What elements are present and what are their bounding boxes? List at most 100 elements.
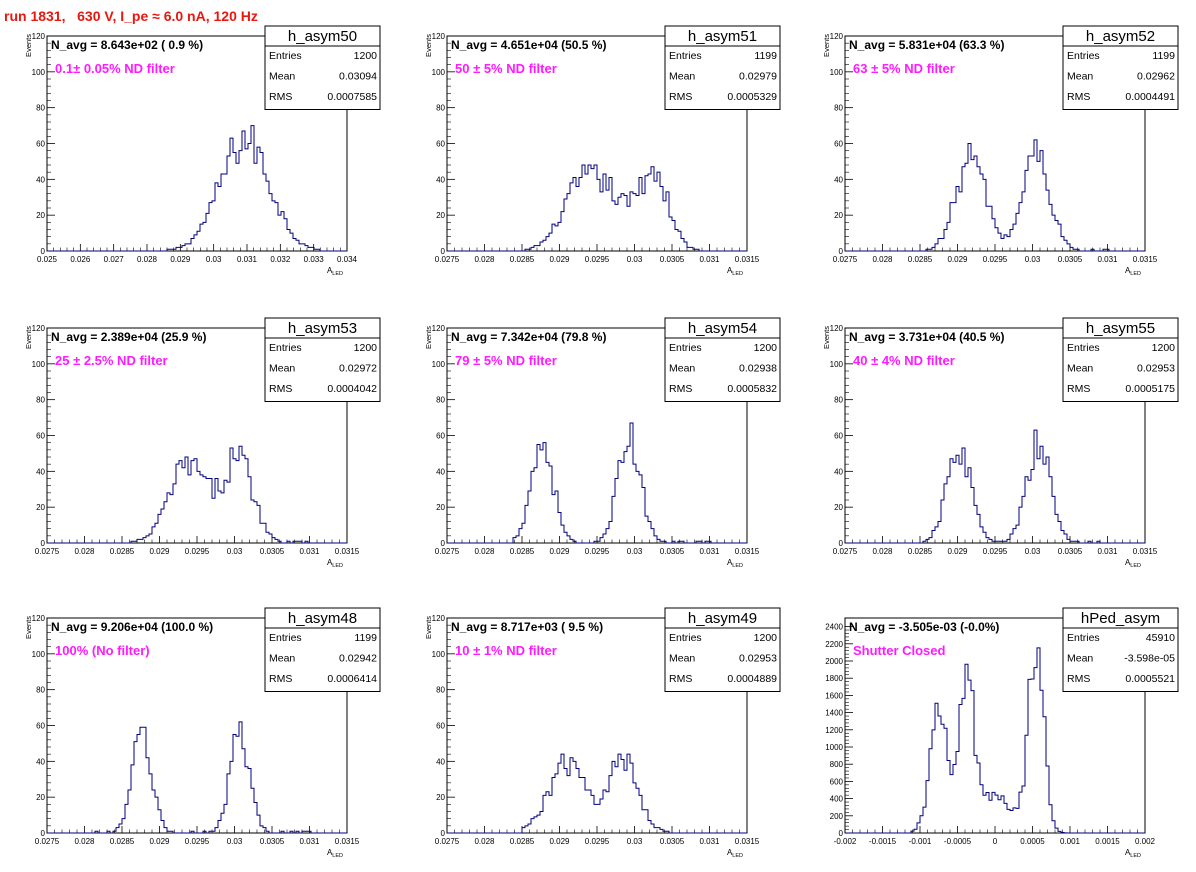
histogram-name: h_asym50	[288, 28, 357, 45]
x-tick-label: 0.0285	[110, 837, 135, 846]
y-axis-title: Events	[24, 326, 33, 349]
x-tick-label: 0.0315	[735, 547, 760, 556]
stat-value: 0.0004889	[727, 673, 777, 685]
y-tick-label: 40	[36, 175, 45, 184]
filter-annotation: 0.1± 0.05% ND filter	[55, 61, 175, 76]
x-tick-label: 0.033	[304, 255, 325, 264]
y-tick-label: 80	[436, 104, 445, 113]
x-tick-label: 0.031	[699, 837, 720, 846]
stats-box	[664, 45, 781, 110]
histogram-pad-h_asym53: 0.0275 0.028 0.0285 0.029 0.0295 0.03 0.0305 0.…	[0, 292, 398, 582]
y-tick-label: 1800	[825, 674, 843, 683]
y-tick-label: 80	[36, 396, 45, 405]
x-tick-label: 0.025	[37, 255, 58, 264]
y-tick-label: 0	[839, 247, 844, 256]
x-tick-label: 0.029	[549, 255, 570, 264]
y-tick-label: 40	[834, 175, 843, 184]
stat-value: 1199	[754, 50, 777, 62]
y-tick-label: 40	[36, 757, 45, 766]
x-tick-label: 0.029	[549, 547, 570, 556]
x-tick-label: 0.0275	[435, 255, 460, 264]
stats-box	[1062, 337, 1179, 402]
x-tick-label: 0.002	[1135, 837, 1156, 846]
stat-label: Entries	[1067, 342, 1100, 354]
stat-label: Mean	[1067, 363, 1093, 375]
navg-annotation: N_avg = 8.643e+02 ( 0.9 %)	[51, 38, 203, 52]
x-tick-label: 0.031	[1097, 547, 1118, 556]
filter-annotation: 50 ± 5% ND filter	[455, 61, 557, 76]
x-tick-label: 0.0315	[735, 255, 760, 264]
x-tick-label: 0.0015	[1095, 837, 1120, 846]
x-tick-label: 0.031	[299, 547, 320, 556]
stat-label: Entries	[269, 632, 302, 644]
histogram-name: h_asym52	[1086, 28, 1155, 45]
y-tick-label: 60	[834, 432, 843, 441]
y-tick-label: 100	[32, 650, 46, 659]
y-tick-label: 20	[436, 211, 445, 220]
x-tick-label: 0.0275	[35, 547, 60, 556]
x-tick-label: 0.03	[227, 547, 243, 556]
x-tick-label: 0.0285	[510, 837, 535, 846]
run-title: run 1831, 630 V, I_pe ≈ 6.0 nA, 120 Hz	[4, 8, 258, 24]
filter-annotation: 40 ± 4% ND filter	[853, 353, 955, 368]
stat-label: Mean	[669, 71, 695, 83]
histogram-step-line	[447, 164, 747, 252]
stat-label: RMS	[669, 91, 692, 103]
y-tick-label: 200	[830, 812, 844, 821]
x-tick-label: 0.0285	[908, 547, 933, 556]
y-tick-label: 20	[436, 793, 445, 802]
stat-label: Mean	[269, 71, 295, 83]
x-tick-label: 0.03	[1025, 255, 1041, 264]
stats-box	[664, 627, 781, 692]
x-tick-label: 0.0275	[833, 547, 858, 556]
stat-label: Entries	[669, 342, 702, 354]
x-tick-label: 0.028	[137, 255, 158, 264]
y-tick-label: 80	[834, 104, 843, 113]
stat-label: RMS	[269, 673, 292, 685]
x-tick-label: -0.0015	[869, 837, 897, 846]
histogram-pad-h_asym48: 0.0275 0.028 0.0285 0.029 0.0295 0.03 0.0305 0.…	[0, 582, 398, 872]
histogram-pad-h_asym54: 0.0275 0.028 0.0285 0.029 0.0295 0.03 0.0305 0.…	[400, 292, 798, 582]
stat-value: 1200	[754, 632, 778, 644]
y-tick-label: 100	[830, 68, 844, 77]
y-tick-label: 100	[432, 650, 446, 659]
histogram-step-line	[47, 125, 347, 252]
histogram-step-line	[845, 429, 1145, 544]
x-tick-label: 0.031	[699, 255, 720, 264]
y-tick-label: 60	[36, 432, 45, 441]
x-tick-label: 0.001	[1060, 837, 1081, 846]
stat-label: RMS	[1067, 673, 1090, 685]
x-tick-label: 0.0295	[983, 547, 1008, 556]
stat-value: 0.0005521	[1125, 673, 1175, 685]
stat-label: Mean	[1067, 71, 1093, 83]
y-tick-label: 20	[36, 503, 45, 512]
stats-box	[1062, 627, 1179, 692]
y-axis-title: Events	[424, 34, 433, 57]
stat-label: RMS	[269, 383, 292, 395]
histogram-pad-hPed_asym: -0.002 -0.0015 -0.001 -0.0005 0 0.0005 0.001 0.…	[798, 582, 1196, 872]
stat-label: Mean	[269, 363, 295, 375]
y-tick-label: 0	[839, 539, 844, 548]
filter-annotation: 79 ± 5% ND filter	[455, 353, 557, 368]
histogram-hPed_asym: -0.002 -0.0015 -0.001 -0.0005 0 0.0005 0.001 0.…	[825, 607, 1179, 859]
x-tick-label: 0.028	[474, 255, 495, 264]
histogram-h_asym49: 0.0275 0.028 0.0285 0.029 0.0295 0.03 0.0305 0.…	[424, 607, 781, 859]
y-tick-label: 80	[436, 686, 445, 695]
y-axis-title: Events	[424, 616, 433, 639]
x-tick-label: 0.0295	[585, 547, 610, 556]
stat-label: Entries	[669, 50, 702, 62]
stat-label: Entries	[269, 50, 302, 62]
y-tick-label: 80	[436, 396, 445, 405]
y-tick-label: 120	[432, 32, 446, 41]
stat-value: 0.02979	[739, 71, 777, 83]
y-tick-label: 80	[834, 396, 843, 405]
x-tick-label: 0.031	[237, 255, 258, 264]
y-tick-label: 100	[432, 360, 446, 369]
y-tick-label: 120	[32, 32, 46, 41]
x-tick-label: 0.0285	[510, 255, 535, 264]
x-tick-label: 0.0275	[435, 547, 460, 556]
y-tick-label: 60	[834, 140, 843, 149]
y-tick-label: 2000	[825, 657, 843, 666]
x-tick-label: 0.0285	[908, 255, 933, 264]
histogram-h_asym53: 0.0275 0.028 0.0285 0.029 0.0295 0.03 0.0305 0.…	[24, 317, 381, 569]
